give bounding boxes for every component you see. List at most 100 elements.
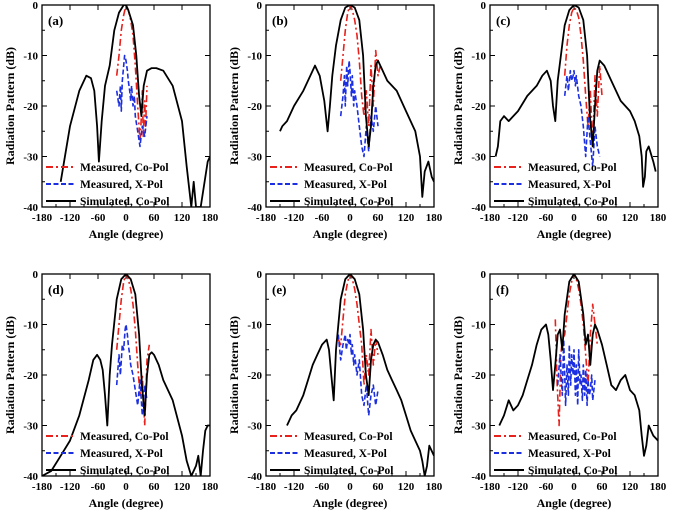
y-tick-label: 0 — [481, 0, 487, 12]
x-tick-label: 120 — [174, 212, 191, 224]
series-line — [286, 274, 434, 476]
x-tick-label: -120 — [60, 212, 81, 224]
x-tick-label: 120 — [174, 481, 191, 493]
x-tick-label: 180 — [650, 212, 667, 224]
x-tick-label: 0 — [347, 212, 353, 224]
x-axis-label: Angle (degree) — [313, 496, 388, 510]
legend-label: Simulated, Co-Pol — [80, 196, 169, 208]
x-tick-label: -180 — [256, 212, 277, 224]
plot-frame — [41, 273, 211, 477]
x-tick-label: 180 — [426, 212, 443, 224]
y-tick-label: -20 — [471, 370, 486, 382]
x-axis-label: Angle (degree) — [537, 227, 612, 241]
series-line — [337, 333, 379, 417]
x-tick-label: -60 — [91, 212, 106, 224]
x-tick-label: 0 — [571, 481, 577, 493]
x-tick-label: -180 — [480, 481, 501, 493]
series-line — [337, 274, 379, 386]
series-line — [115, 274, 151, 427]
y-tick-label: -20 — [247, 101, 262, 113]
panel-label: (e) — [272, 282, 286, 297]
y-tick-label: -20 — [247, 370, 262, 382]
y-axis-label: Radiation Pattern (dB) — [451, 316, 465, 434]
x-tick-label: -60 — [91, 481, 106, 493]
legend-label: Measured, Co-Pol — [304, 431, 393, 443]
chart-panel: -180 -120 -60 0 60 120 180 0 -10 -20 -30 -40 (e) Meas… — [227, 269, 443, 510]
x-tick-label: 180 — [202, 481, 219, 493]
plot-frame — [265, 4, 435, 208]
x-tick-label: -180 — [256, 481, 277, 493]
x-tick-label: 180 — [426, 481, 443, 493]
chart-panel: -180 -120 -60 0 60 120 180 0 -10 -20 -30 -40 (b) Meas… — [227, 0, 443, 241]
y-tick-label: 0 — [481, 269, 487, 281]
series-line — [115, 323, 148, 417]
x-tick-label: 0 — [347, 481, 353, 493]
y-tick-label: -10 — [471, 51, 486, 63]
y-tick-label: -30 — [23, 152, 38, 164]
panel-label: (d) — [48, 282, 64, 297]
y-tick-label: -40 — [247, 471, 262, 483]
x-tick-label: -180 — [32, 481, 53, 493]
series-line — [115, 5, 148, 143]
x-tick-label: 60 — [597, 212, 609, 224]
x-tick-label: 180 — [202, 212, 219, 224]
series-line — [563, 69, 601, 168]
chart-panel: -180 -120 -60 0 60 120 180 0 -10 -20 -30 -40 (a) Meas… — [3, 0, 219, 241]
legend-label: Simulated, Co-Pol — [304, 196, 393, 208]
series-line — [42, 274, 210, 476]
x-axis-label: Angle (degree) — [89, 496, 164, 510]
y-axis-label: Radiation Pattern (dB) — [451, 47, 465, 165]
y-tick-label: -30 — [23, 421, 38, 433]
y-axis-label: Radiation Pattern (dB) — [3, 47, 17, 165]
y-tick-label: -10 — [23, 51, 38, 63]
legend-label: Measured, X-Pol — [304, 179, 387, 191]
y-tick-label: -40 — [23, 202, 38, 214]
x-tick-label: -60 — [539, 212, 554, 224]
series-line — [279, 5, 434, 198]
x-tick-label: -120 — [284, 212, 305, 224]
y-tick-label: -40 — [471, 471, 486, 483]
legend-label: Simulated, Co-Pol — [528, 465, 617, 477]
y-tick-label: 0 — [33, 269, 39, 281]
series-line — [494, 5, 657, 188]
y-tick-label: -40 — [247, 202, 262, 214]
y-tick-label: -20 — [23, 101, 38, 113]
x-axis-label: Angle (degree) — [313, 227, 388, 241]
legend-label: Measured, X-Pol — [80, 179, 163, 191]
y-tick-label: -30 — [247, 152, 262, 164]
legend-label: Measured, X-Pol — [304, 448, 387, 460]
legend-label: Measured, X-Pol — [528, 448, 611, 460]
x-tick-label: 0 — [123, 212, 129, 224]
x-tick-label: 120 — [398, 212, 415, 224]
y-tick-label: -40 — [23, 471, 38, 483]
y-tick-label: -30 — [471, 421, 486, 433]
y-tick-label: -10 — [247, 320, 262, 332]
x-tick-label: 0 — [123, 481, 129, 493]
y-tick-label: -40 — [471, 202, 486, 214]
x-tick-label: -120 — [508, 212, 529, 224]
y-tick-label: -20 — [471, 101, 486, 113]
legend-label: Simulated, Co-Pol — [528, 196, 617, 208]
x-tick-label: 120 — [622, 212, 639, 224]
x-tick-label: 60 — [149, 481, 161, 493]
panel-label: (b) — [272, 13, 288, 28]
x-tick-label: 120 — [398, 481, 415, 493]
y-tick-label: -10 — [247, 51, 262, 63]
legend-label: Measured, X-Pol — [80, 448, 163, 460]
x-tick-label: -60 — [539, 481, 554, 493]
x-tick-label: -180 — [32, 212, 53, 224]
plot-frame — [489, 273, 659, 477]
y-tick-label: -30 — [471, 152, 486, 164]
x-tick-label: -120 — [60, 481, 81, 493]
series-line — [498, 274, 658, 457]
y-tick-label: -20 — [23, 370, 38, 382]
panel-label: (c) — [496, 13, 510, 28]
y-tick-label: 0 — [257, 269, 263, 281]
y-tick-label: -30 — [247, 421, 262, 433]
legend-label: Measured, Co-Pol — [80, 162, 169, 174]
y-axis-label: Radiation Pattern (dB) — [227, 316, 241, 434]
series-line — [59, 5, 210, 207]
chart-panel: -180 -120 -60 0 60 120 180 0 -10 -20 -30 -40 (c) Meas… — [451, 0, 667, 241]
x-tick-label: -120 — [508, 481, 529, 493]
